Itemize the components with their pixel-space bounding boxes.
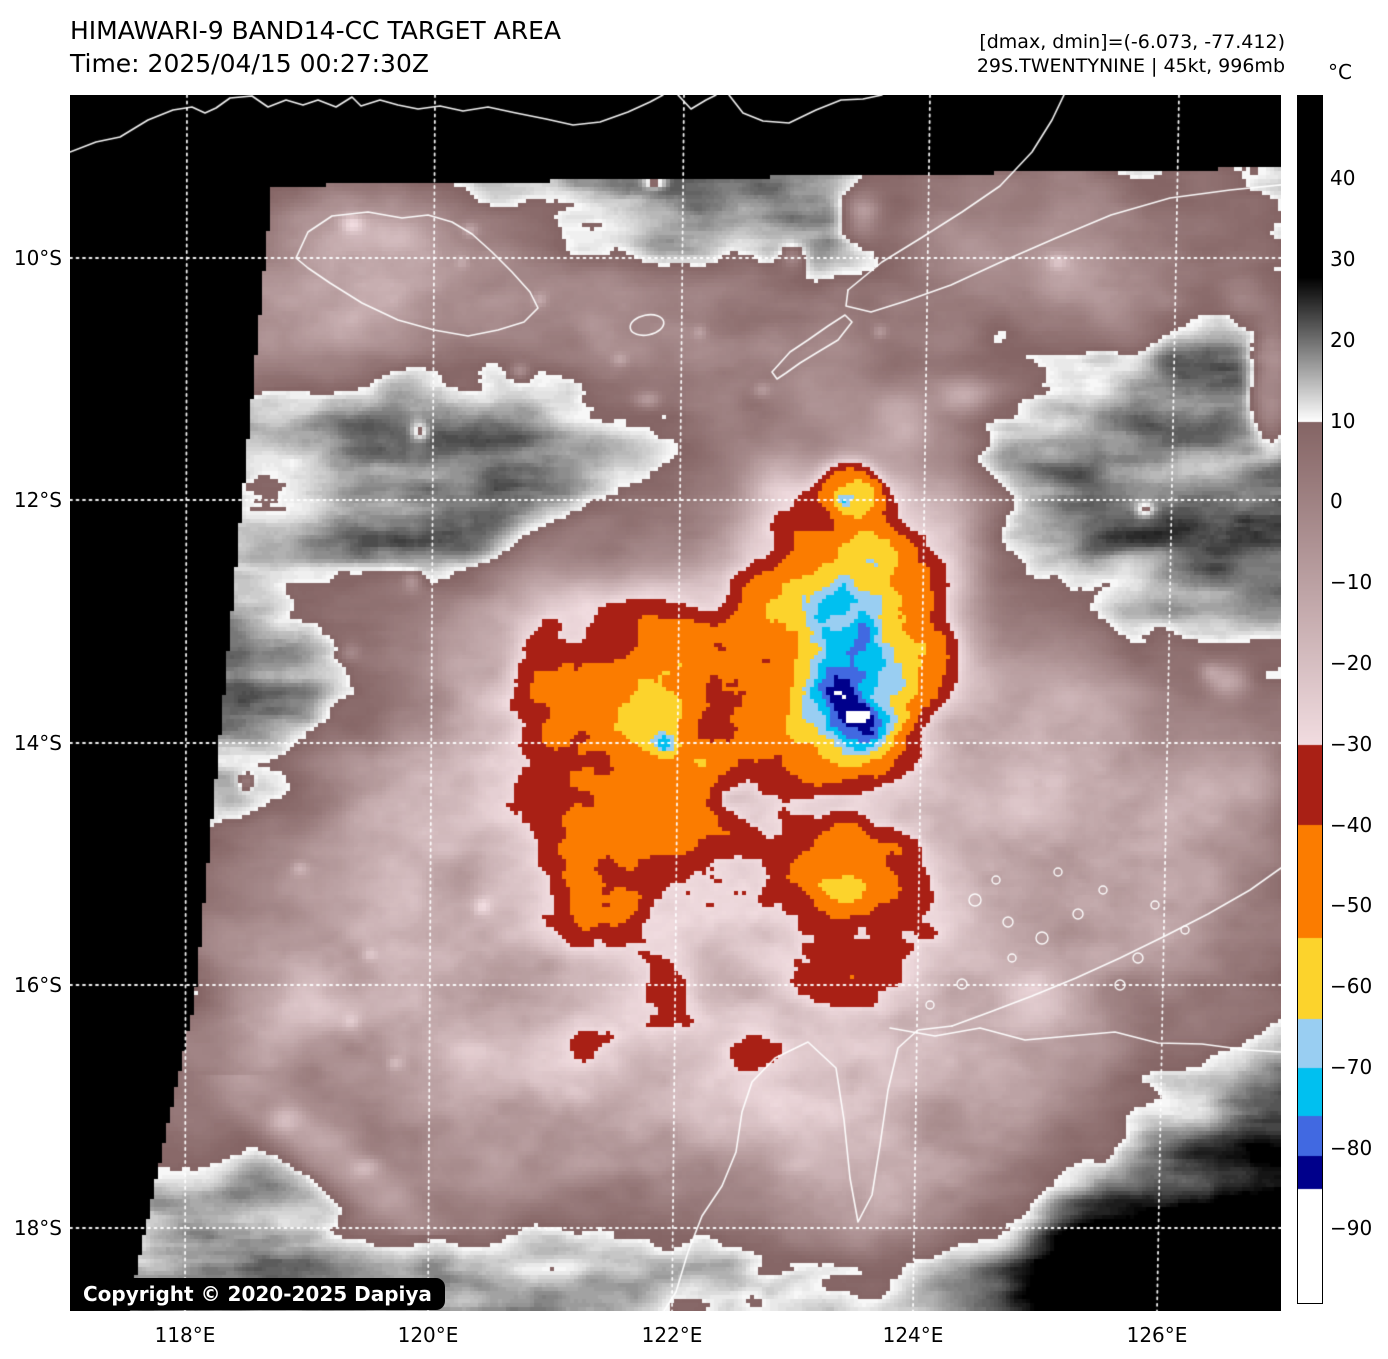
lat-tick-label: 14°S [13, 731, 62, 755]
colorbar-unit-label: °C [1328, 60, 1352, 84]
lon-tick-label: 124°E [882, 1323, 944, 1347]
colorbar-tick-label: 10 [1330, 408, 1356, 433]
colorbar-tick-label: −40 [1330, 812, 1373, 837]
satellite-image-canvas [70, 95, 1281, 1311]
dmax-dmin-annotation: [dmax, dmin]=(-6.073, -77.412) [979, 31, 1285, 53]
lon-tick-label: 126°E [1126, 1323, 1188, 1347]
colorbar-tick-label: −90 [1330, 1216, 1373, 1241]
copyright-badge: Copyright © 2020-2025 Dapiya [70, 1278, 445, 1310]
colorbar-tick-label: −50 [1330, 893, 1373, 918]
colorbar-tick-label: −70 [1330, 1054, 1373, 1079]
lat-tick-label: 10°S [13, 246, 62, 270]
colorbar-tick-label: −30 [1330, 731, 1373, 756]
colorbar-tick-label: 20 [1330, 327, 1356, 352]
colorbar-canvas [1297, 95, 1323, 1304]
title-block: HIMAWARI-9 BAND14-CC TARGET AREA Time: 2… [70, 14, 561, 80]
lon-tick-label: 122°E [641, 1323, 703, 1347]
lat-tick-label: 16°S [13, 973, 62, 997]
lat-tick-label: 12°S [13, 488, 62, 512]
annotation-block: [dmax, dmin]=(-6.073, -77.412) 29S.TWENT… [977, 30, 1285, 78]
figure-timestamp: Time: 2025/04/15 00:27:30Z [70, 49, 429, 78]
colorbar-tick-label: −20 [1330, 650, 1373, 675]
colorbar-tick-label: 40 [1330, 166, 1356, 191]
colorbar-tick-label: −80 [1330, 1135, 1373, 1160]
lat-tick-label: 18°S [13, 1216, 62, 1240]
figure-title: HIMAWARI-9 BAND14-CC TARGET AREA [70, 16, 562, 45]
colorbar-tick-label: 0 [1330, 489, 1343, 514]
colorbar-tick-label: −10 [1330, 570, 1373, 595]
storm-info-annotation: 29S.TWENTYNINE | 45kt, 996mb [976, 55, 1285, 77]
lon-tick-label: 120°E [397, 1323, 459, 1347]
lon-tick-label: 118°E [154, 1323, 216, 1347]
colorbar-tick-label: 30 [1330, 247, 1356, 271]
colorbar-tick-label: −60 [1330, 974, 1373, 999]
